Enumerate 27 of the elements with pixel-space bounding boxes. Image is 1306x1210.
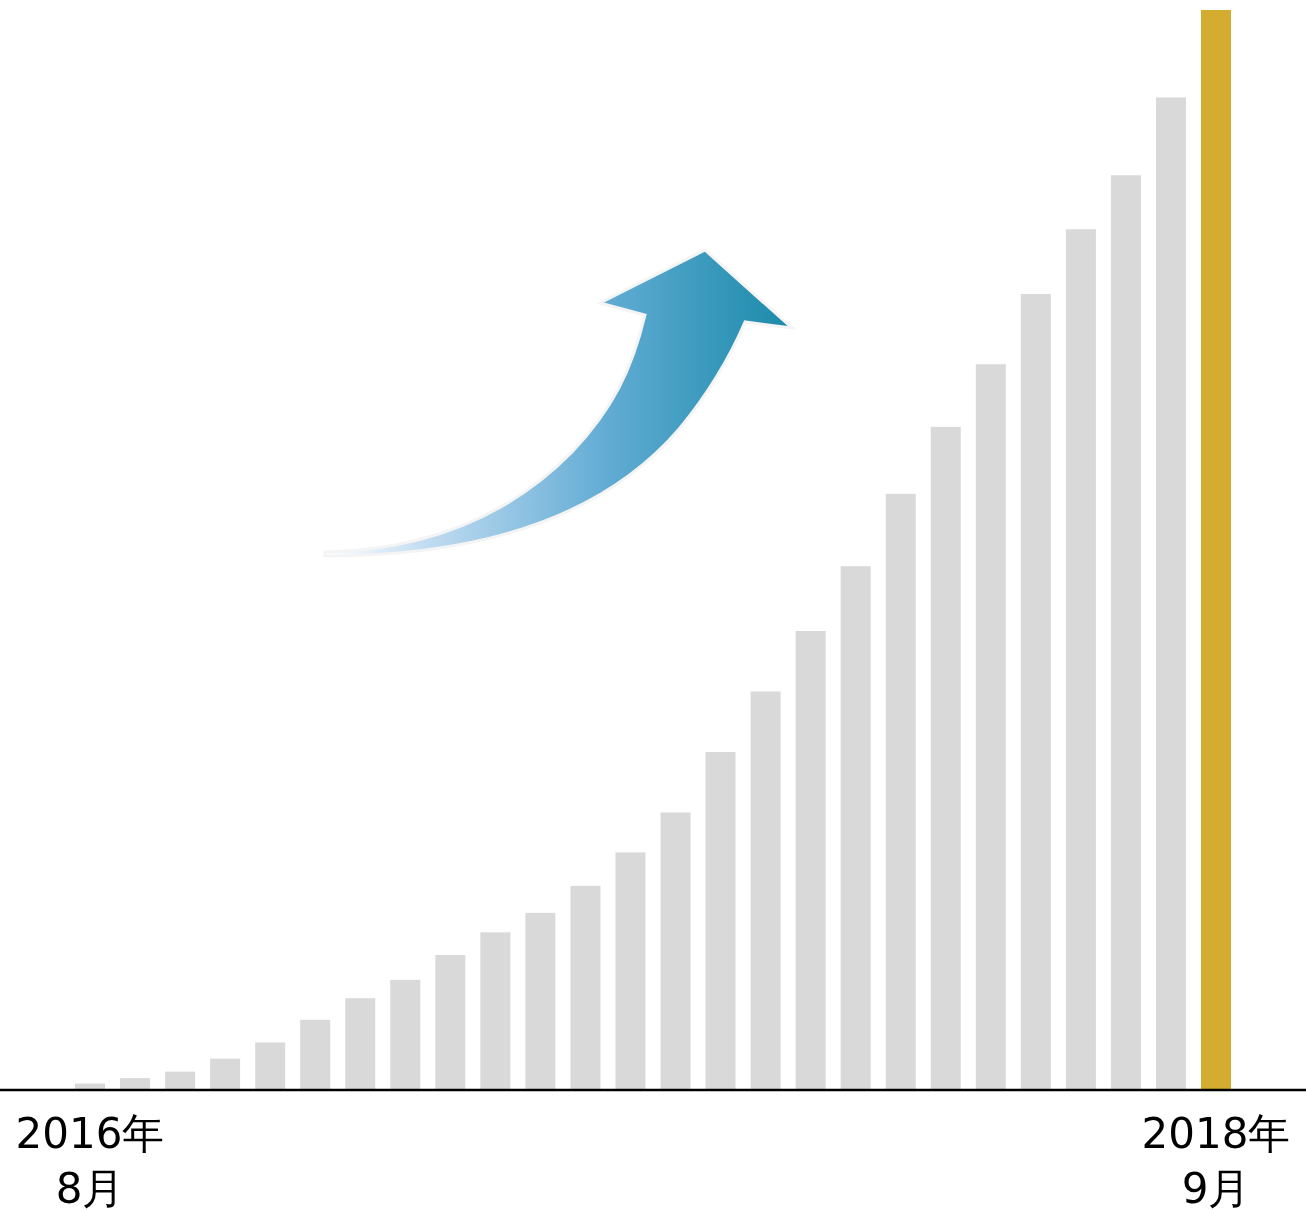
bar	[435, 955, 466, 1090]
bar	[705, 751, 736, 1090]
bar	[480, 932, 511, 1090]
bar	[930, 426, 961, 1090]
bar	[570, 885, 601, 1090]
bar	[120, 1078, 151, 1090]
bar	[165, 1071, 196, 1090]
bar	[255, 1042, 286, 1090]
bar	[210, 1058, 241, 1090]
bar	[525, 912, 556, 1090]
bar	[1110, 175, 1141, 1090]
bar	[1201, 10, 1231, 1090]
x-tick-label: 2016年 8月	[15, 1109, 165, 1210]
bar	[840, 566, 871, 1090]
x-tick-label: 2018年 9月	[1141, 1109, 1291, 1210]
bar	[1020, 294, 1051, 1090]
bar	[975, 364, 1006, 1090]
bar	[885, 493, 916, 1090]
bar	[1065, 229, 1096, 1090]
bar	[345, 998, 376, 1090]
bar	[300, 1019, 331, 1090]
bar	[795, 631, 826, 1090]
bar	[750, 691, 781, 1090]
bar	[615, 852, 646, 1090]
bar	[390, 979, 421, 1090]
bar	[1155, 97, 1186, 1090]
bar	[660, 812, 691, 1090]
